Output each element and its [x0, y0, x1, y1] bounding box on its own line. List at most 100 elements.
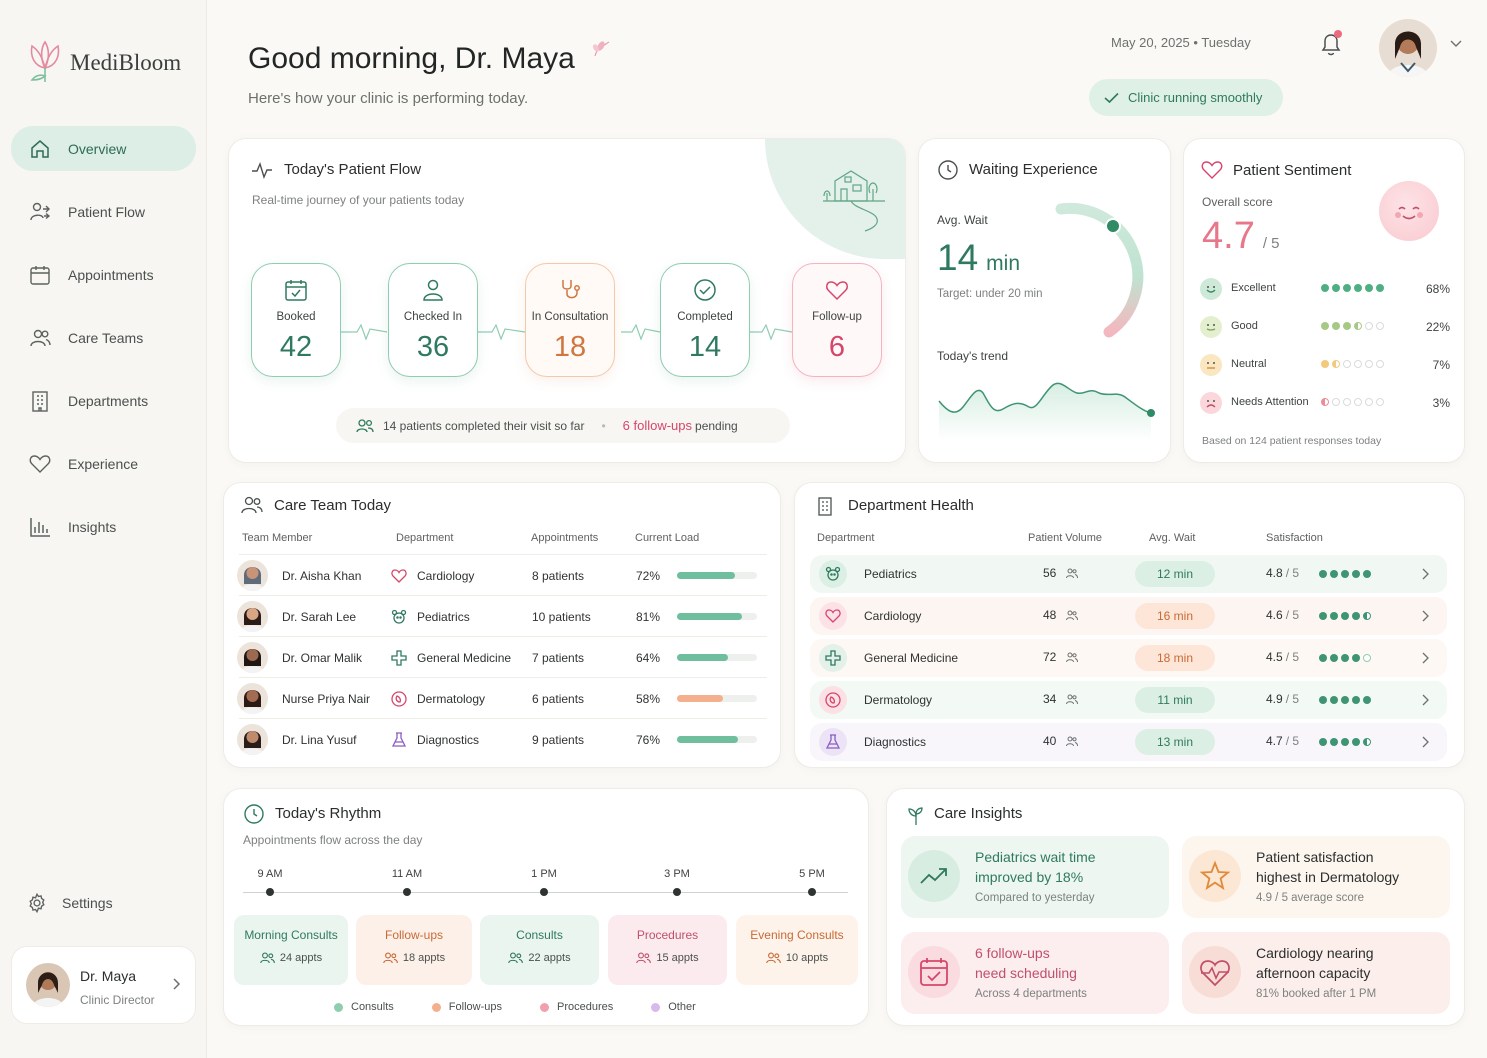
chevron-right-icon[interactable]	[1421, 568, 1429, 580]
block-label: Evening Consults	[750, 928, 844, 942]
insight-card[interactable]: Patient satisfaction highest in Dermatolo…	[1182, 836, 1450, 918]
dept-row-dermatology[interactable]: Dermatology 34 11 min 4.9/ 5	[810, 681, 1447, 719]
sidebar-item-patient-flow[interactable]: Patient Flow	[11, 189, 196, 234]
insights-title: Care Insights	[934, 805, 1023, 822]
clock-icon	[243, 803, 265, 825]
rating-dot	[1319, 612, 1327, 620]
rating-dot	[1365, 360, 1373, 368]
stage-label: Checked In	[403, 311, 463, 323]
dept-health-title: Department Health	[848, 497, 974, 514]
sat-max: / 5	[1285, 692, 1300, 706]
user-card[interactable]: Dr. Maya Clinic Director	[11, 946, 196, 1024]
table-row[interactable]: Nurse Priya Nair Dermatology 6 patients 58%	[224, 678, 782, 719]
notifications-button[interactable]	[1318, 30, 1344, 58]
rhythm-subtitle: Appointments flow across the day	[243, 833, 423, 847]
rating-dot	[1352, 738, 1360, 746]
rhythm-block-follow-ups[interactable]: Follow-ups 18 appts	[356, 915, 472, 985]
building-icon	[816, 496, 834, 516]
app-name: MediBloom	[70, 50, 182, 75]
rhythm-block-morning-consults[interactable]: Morning Consults 24 appts	[234, 915, 348, 985]
sat-dots	[1319, 654, 1371, 662]
insight-card[interactable]: Cardiology nearing afternoon capacity 81% …	[1182, 932, 1450, 1014]
rating-dot	[1352, 654, 1360, 662]
sentiment-label: Excellent	[1231, 282, 1276, 294]
status-badge: Clinic running smoothly	[1089, 79, 1283, 116]
profile-avatar[interactable]	[1379, 19, 1437, 77]
insight-card[interactable]: Pediatrics wait time improved by 18% Compa…	[901, 836, 1169, 918]
flow-summary: 14 patients completed their visit so far…	[336, 408, 790, 443]
sidebar-item-overview[interactable]: Overview	[11, 126, 196, 171]
legend-swatch	[334, 1002, 343, 1012]
rating-dot	[1354, 398, 1362, 406]
insight-line1: 6 follow-ups	[975, 945, 1050, 961]
dept-row-pediatrics[interactable]: Pediatrics 56 12 min 4.8/ 5	[810, 555, 1447, 593]
rhythm-block-procedures[interactable]: Procedures 15 appts	[608, 915, 727, 985]
rhythm-legend: Consults Follow-ups Procedures Other	[334, 1001, 696, 1013]
chevron-right-icon[interactable]	[1421, 652, 1429, 664]
chevron-right-icon[interactable]	[1421, 736, 1429, 748]
insight-card[interactable]: 6 follow-ups need scheduling Across 4 depa…	[901, 932, 1169, 1014]
dept-name: General Medicine	[864, 651, 959, 665]
check-circle-icon	[693, 278, 717, 302]
stethoscope-icon	[558, 278, 582, 302]
care-team-title: Care Team Today	[274, 497, 392, 514]
dept-row-cardiology[interactable]: Cardiology 48 16 min 4.6/ 5	[810, 597, 1447, 635]
dept-row-general-medicine[interactable]: General Medicine 72 18 min 4.5/ 5	[810, 639, 1447, 677]
rating-dot	[1321, 322, 1329, 330]
chevron-right-icon[interactable]	[1421, 694, 1429, 706]
rating-dot	[1376, 284, 1384, 292]
wait-trend-sparkline	[938, 382, 1155, 441]
waiting-card: Waiting Experience Avg. Wait 14 min Targe…	[918, 138, 1171, 463]
flow-stage-follow-up[interactable]: Follow-up 6	[792, 263, 882, 377]
rating-dot	[1343, 322, 1351, 330]
rhythm-block-consults[interactable]: Consults 22 appts	[480, 915, 599, 985]
sentiment-footnote: Based on 124 patient responses today	[1202, 435, 1382, 447]
block-count-text: 24 appts	[279, 952, 323, 964]
flow-stage-checked-in[interactable]: Checked In 36	[388, 263, 478, 377]
rating-dot	[1319, 570, 1327, 578]
sat-max: / 5	[1285, 650, 1300, 664]
settings-link[interactable]: Settings	[26, 892, 113, 914]
sidebar-item-care-teams[interactable]: Care Teams	[11, 315, 196, 360]
rating-dot	[1321, 360, 1329, 368]
stage-count: 18	[553, 331, 587, 363]
member-dept: General Medicine	[417, 651, 512, 665]
member-name: Dr. Sarah Lee	[282, 610, 357, 624]
flow-stage-booked[interactable]: Booked 42	[251, 263, 341, 377]
sidebar-item-departments[interactable]: Departments	[11, 378, 196, 423]
member-dept: Dermatology	[417, 692, 486, 706]
flow-connectors	[341, 323, 793, 341]
flow-stage-in-consultation[interactable]: In Consultation 18	[525, 263, 615, 377]
dept-volume: 40	[1043, 734, 1057, 748]
block-count-text: 22 appts	[528, 952, 571, 964]
page-title: Good morning, Dr. Maya	[248, 42, 575, 75]
legend-swatch	[539, 1002, 549, 1012]
load-bar-fill	[677, 695, 724, 702]
avg-wait-value: 14 min	[937, 237, 1020, 279]
rhythm-block-evening-consults[interactable]: Evening Consults 10 appts	[736, 915, 858, 985]
sidebar-item-insights[interactable]: Insights	[11, 504, 196, 549]
chevron-down-icon[interactable]	[1450, 40, 1462, 48]
table-row[interactable]: Dr. Aisha Khan Cardiology 8 patients 72%	[224, 555, 782, 596]
col-avg-wait: Avg. Wait	[1149, 532, 1196, 544]
sidebar-item-experience[interactable]: Experience	[11, 441, 196, 486]
pediatrics-icon	[819, 560, 847, 588]
bell-icon	[1321, 30, 1342, 56]
dept-name: Dermatology	[864, 693, 933, 707]
table-row[interactable]: Dr. Lina Yusuf Diagnostics 9 patients 76%	[224, 719, 782, 760]
dept-health-card: Department Health Department Patient Vol…	[794, 482, 1465, 768]
overall-score: 4.7 / 5	[1202, 215, 1280, 258]
load-bar	[677, 695, 757, 702]
stage-count: 36	[416, 331, 450, 363]
chevron-right-icon[interactable]	[1421, 610, 1429, 622]
sidebar-item-appointments[interactable]: Appointments	[11, 252, 196, 297]
dept-row-diagnostics[interactable]: Diagnostics 40 13 min 4.7/ 5	[810, 723, 1447, 761]
flow-stage-completed[interactable]: Completed 14	[660, 263, 750, 377]
table-row[interactable]: Dr. Sarah Lee Pediatrics 10 patients 81%	[224, 596, 782, 637]
people-icon	[766, 952, 781, 964]
member-name: Dr. Omar Malik	[282, 651, 363, 665]
table-row[interactable]: Dr. Omar Malik General Medicine 7 patients…	[224, 637, 782, 678]
heart-outline-icon	[1201, 160, 1223, 180]
stage-label: In Consultation	[531, 311, 609, 323]
legend-swatch	[431, 1002, 441, 1012]
